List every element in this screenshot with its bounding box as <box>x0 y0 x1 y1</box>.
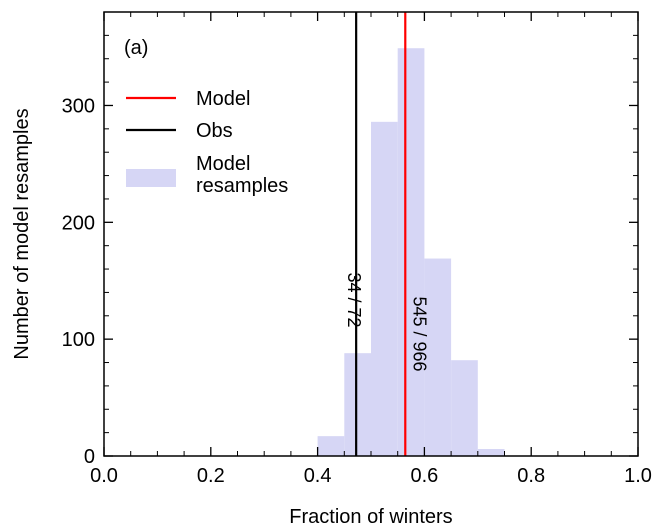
model-count-label: 545 / 966 <box>409 296 429 371</box>
y-axis-label: Number of model resamples <box>11 108 33 359</box>
x-tick-label: 0.2 <box>197 465 225 487</box>
panel-label: (a) <box>124 37 148 59</box>
y-tick-label: 300 <box>62 95 95 117</box>
histogram-bar-1 <box>344 353 371 456</box>
line-value-labels: 545 / 966 34 / 72 <box>344 272 429 371</box>
obs-count-label: 34 / 72 <box>344 272 364 327</box>
y-tick-label: 0 <box>84 446 95 468</box>
y-tick-label: 100 <box>62 329 95 351</box>
legend-resamples-swatch <box>126 169 176 187</box>
plot-frame <box>103 11 639 457</box>
x-tick-label: 0.8 <box>517 465 545 487</box>
histogram-bar-4 <box>424 258 452 456</box>
histogram-bar-6 <box>477 448 505 456</box>
x-axis-label: Fraction of winters <box>289 506 452 528</box>
x-tick-label: 0.6 <box>410 465 438 487</box>
x-tick-label: 1.0 <box>624 465 652 487</box>
reference-lines <box>355 12 407 456</box>
histogram-bar-2 <box>371 121 398 457</box>
legend-obs-label: Obs <box>196 120 233 142</box>
legend-model-label: Model <box>196 88 250 110</box>
tick-labels: 0.0 0.2 0.4 0.6 0.8 1.0 0 100 200 300 <box>62 95 652 487</box>
legend-resamples-label: Model resamples <box>196 153 288 197</box>
x-tick-label: 0.4 <box>304 465 332 487</box>
x-tick-label: 0.0 <box>90 465 118 487</box>
histogram-bar-3 <box>397 48 425 456</box>
legend: Model Obs Model resamples <box>126 88 288 197</box>
y-tick-label: 200 <box>62 212 95 234</box>
histogram-bar-0 <box>317 436 345 456</box>
histogram-bars <box>317 48 505 457</box>
histogram-bar-5 <box>451 360 478 456</box>
